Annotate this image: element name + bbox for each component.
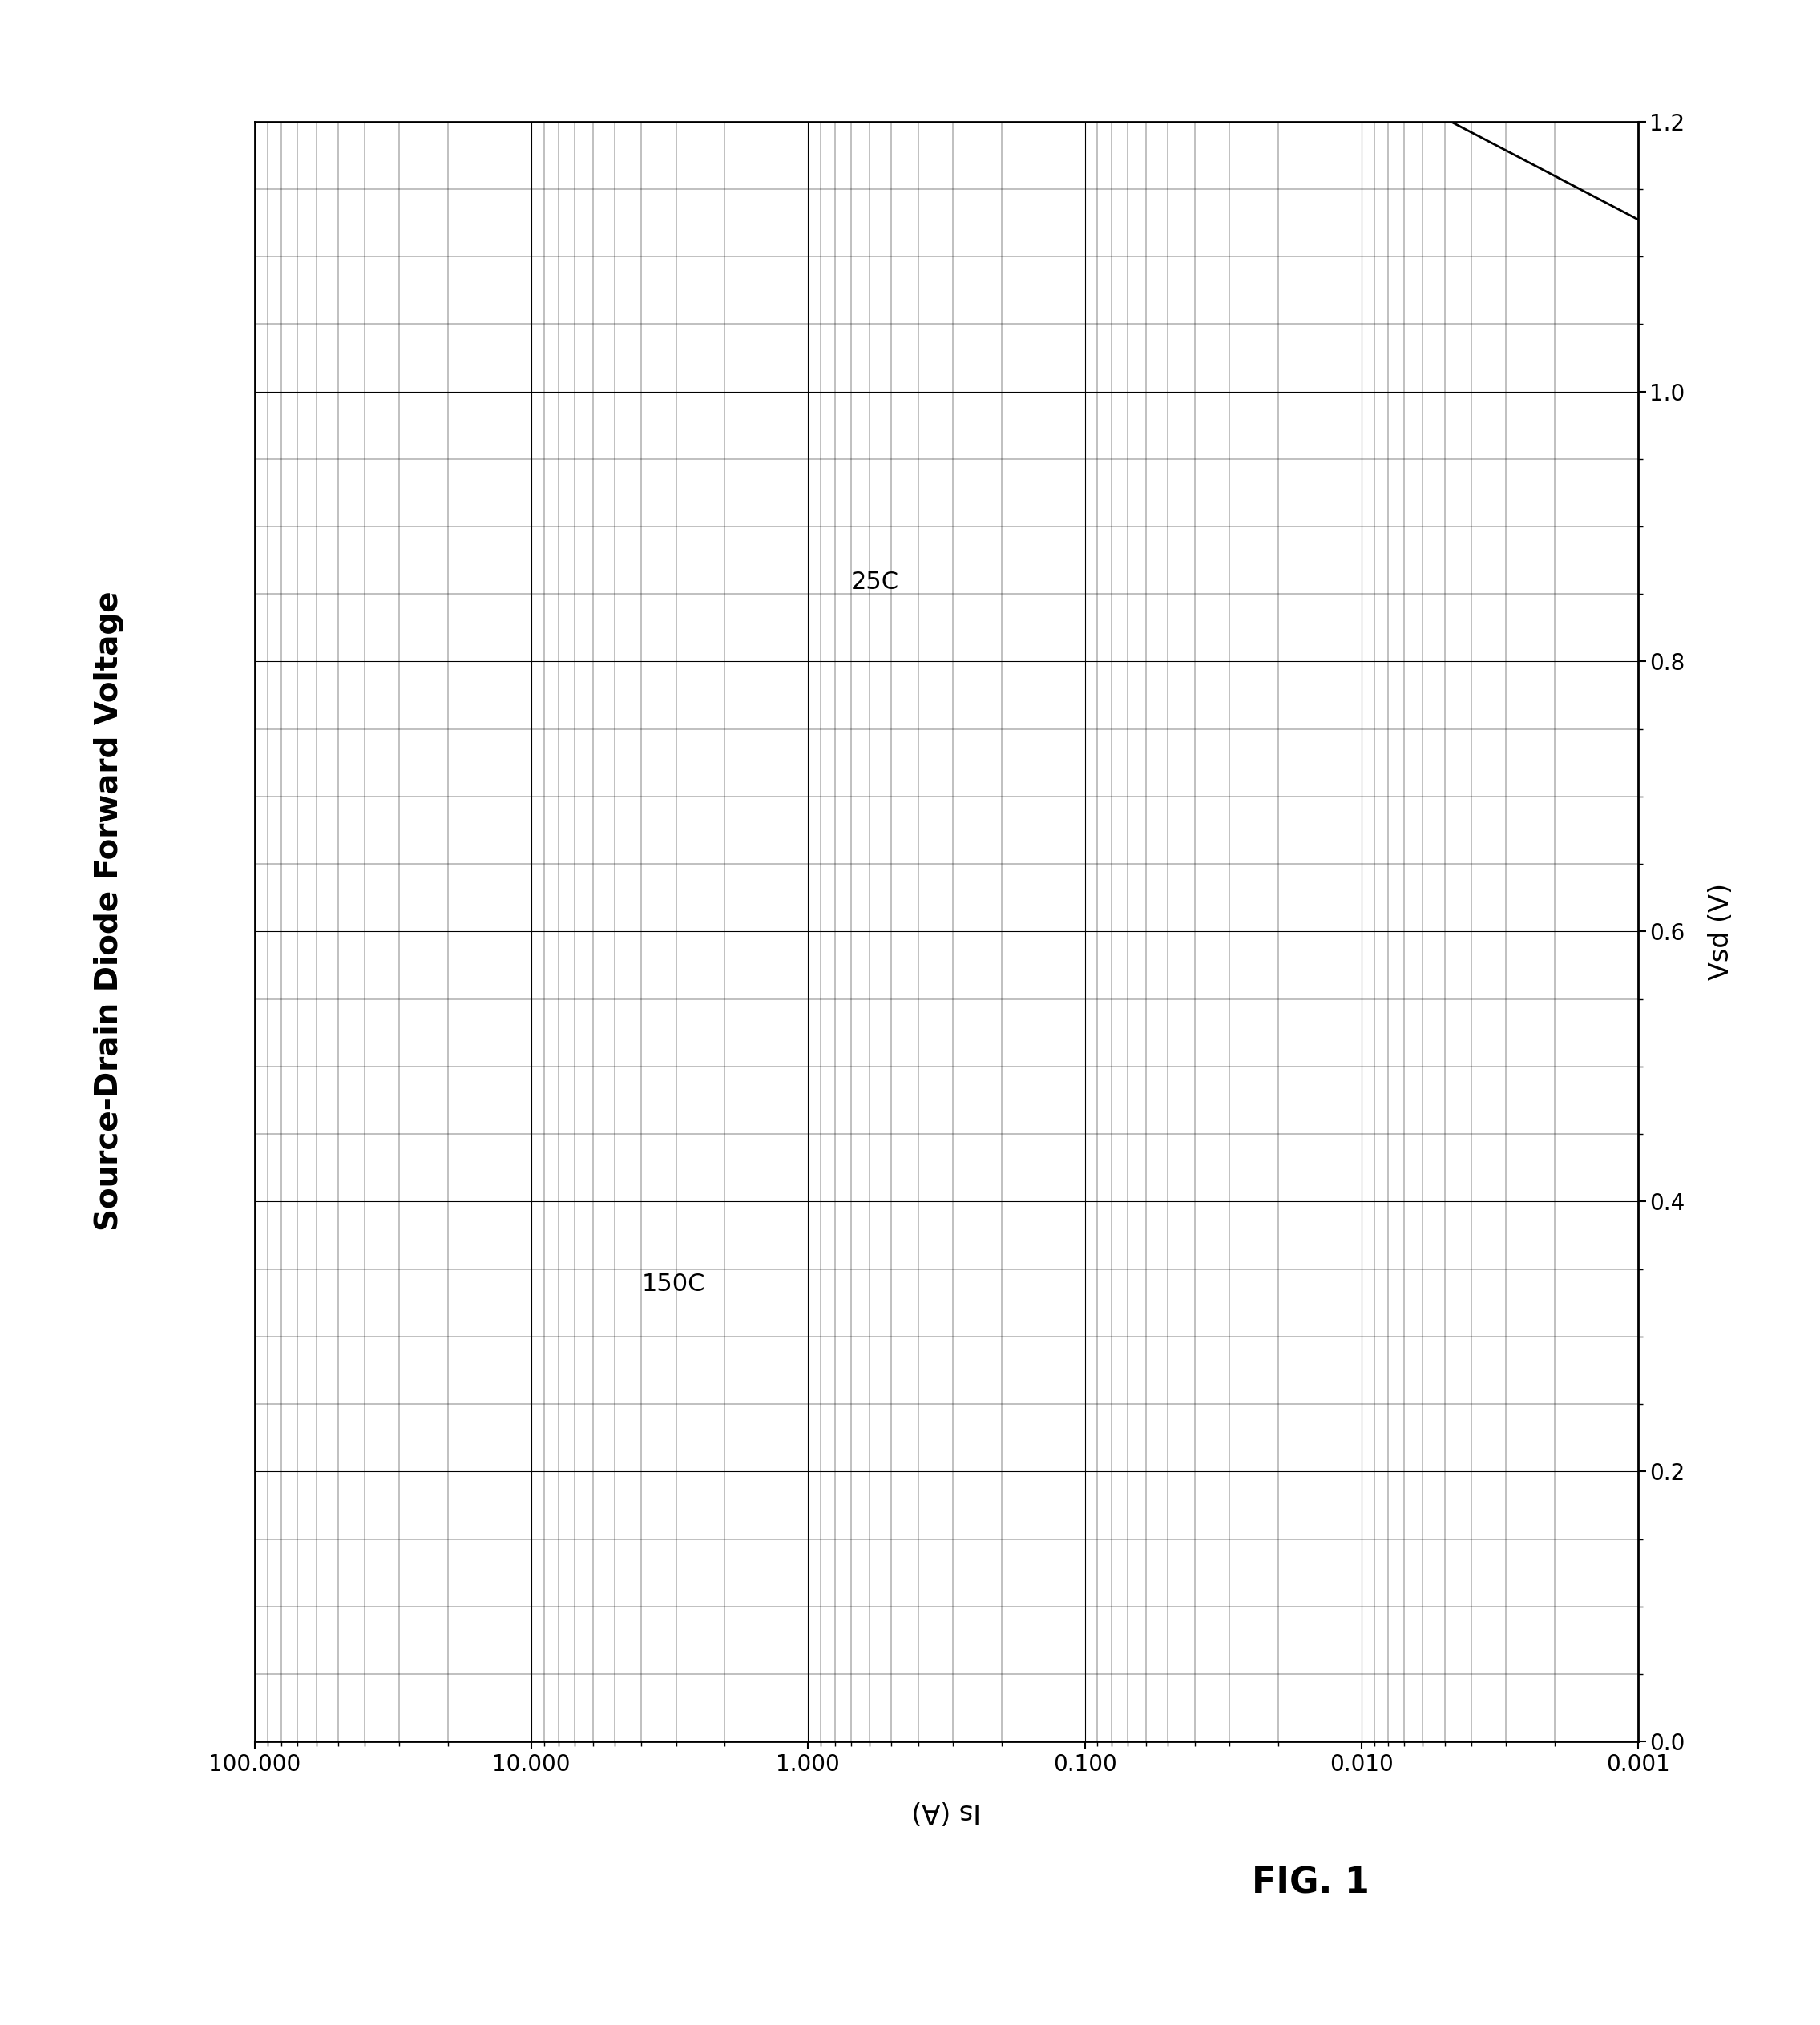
- Text: FIG. 1: FIG. 1: [1252, 1865, 1369, 1901]
- Y-axis label: Vsd (V): Vsd (V): [1707, 883, 1734, 980]
- Text: Source-Drain Diode Forward Voltage: Source-Drain Diode Forward Voltage: [95, 591, 124, 1231]
- X-axis label: Is (A): Is (A): [912, 1798, 981, 1825]
- Text: 150C: 150C: [641, 1274, 704, 1296]
- Text: 25C: 25C: [852, 571, 899, 593]
